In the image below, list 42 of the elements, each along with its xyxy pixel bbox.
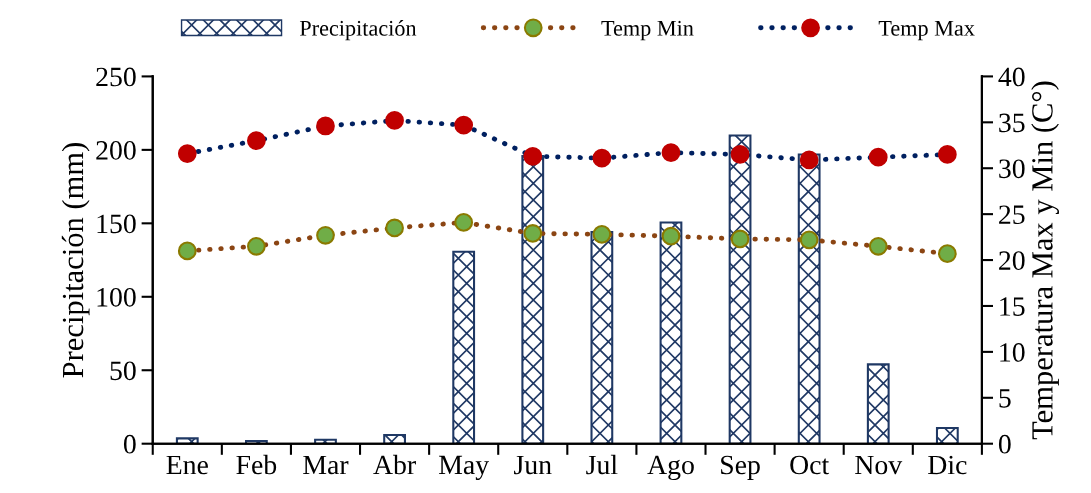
x-tick-label: Nov — [855, 455, 903, 475]
x-tick-label: Jul — [586, 454, 618, 475]
bar — [383, 433, 406, 444]
y-tick-label: 250 — [96, 67, 136, 87]
y-tick-label: 200 — [96, 141, 136, 160]
bar — [521, 155, 545, 444]
y2-tick-label: 25 — [999, 205, 1025, 225]
bar — [175, 437, 199, 444]
y2-tick-label: 40 — [998, 67, 1025, 87]
x-tick-label: Oct — [790, 455, 830, 475]
y-axis-title: Precipitación (mm) — [61, 143, 90, 378]
bar — [935, 426, 959, 444]
x-tick-label: Jun — [514, 455, 552, 475]
y2-tick-label: 20 — [999, 251, 1025, 270]
legend-label: Precipitación — [299, 20, 417, 41]
x-tick-label: Feb — [236, 454, 277, 475]
x-tick-label: Mar — [303, 455, 349, 475]
x-tick-label: Dic — [928, 455, 967, 475]
y-tick-label: 50 — [110, 361, 136, 381]
bar — [659, 221, 683, 444]
y2-tick-label: 10 — [1000, 343, 1025, 362]
x-tick-label: Sep — [721, 455, 760, 480]
y-tick-label: 100 — [97, 287, 136, 307]
y-tick-label: 150 — [97, 214, 136, 234]
y2-tick-label: 0 — [998, 434, 1011, 454]
bar — [590, 231, 614, 444]
bar — [452, 250, 476, 444]
bar — [797, 153, 821, 444]
x-tick-label: May — [439, 455, 490, 480]
bar — [866, 363, 890, 444]
x-tick-label: Abr — [373, 454, 416, 475]
y2-tick-label: 15 — [1000, 297, 1025, 316]
y2-axis-title: Temperatura Max y Min (C°) — [1031, 81, 1059, 440]
bar — [728, 134, 752, 444]
y2-tick-label: 5 — [999, 389, 1011, 408]
x-tick-label: Ene — [166, 455, 208, 475]
y2-tick-label: 30 — [999, 159, 1025, 179]
y-tick-label: 0 — [123, 434, 136, 454]
y2-tick-label: 35 — [999, 113, 1025, 133]
legend-label: Temp Min — [601, 20, 694, 41]
legend-label: Temp Max — [878, 21, 975, 41]
x-tick-label: Ago — [647, 455, 694, 480]
